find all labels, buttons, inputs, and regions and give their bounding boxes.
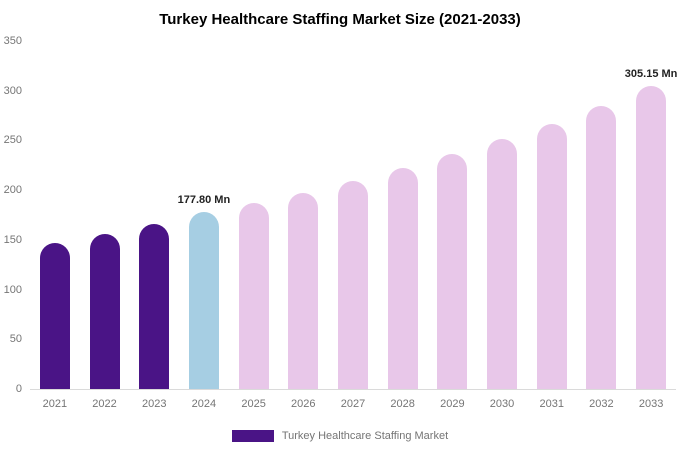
bar-2031[interactable] xyxy=(536,123,567,389)
y-axis-tick-label: 50 xyxy=(9,333,22,346)
bar-2025[interactable] xyxy=(238,203,269,389)
x-axis-label-2030: 2030 xyxy=(489,398,515,410)
bar-slot xyxy=(229,203,279,389)
y-axis-tick-label: 100 xyxy=(3,283,22,296)
bar-slot xyxy=(428,154,478,389)
bar-slot xyxy=(30,242,80,389)
bar-2030[interactable] xyxy=(487,139,518,389)
bar-slot xyxy=(378,168,428,389)
legend-label[interactable]: Turkey Healthcare Staffing Market xyxy=(281,430,449,442)
y-axis-tick-label: 150 xyxy=(3,233,22,246)
x-axis-label-2023: 2023 xyxy=(141,398,167,410)
bar-slot xyxy=(278,193,328,389)
y-axis-tick-label: 300 xyxy=(3,84,22,97)
bar-2022[interactable] xyxy=(89,233,120,389)
x-axis-label-2025: 2025 xyxy=(241,398,266,410)
bar-2033[interactable] xyxy=(636,85,667,389)
bar-2029[interactable] xyxy=(437,154,468,389)
y-axis-tick-label: 0 xyxy=(15,383,22,395)
bar-slot xyxy=(80,233,130,389)
y-axis-tick-label: 350 xyxy=(3,35,22,47)
y-axis-tick-label: 200 xyxy=(3,184,22,197)
bar-value-label: 177.80 Mn xyxy=(177,194,231,207)
bars-row: 177.80 Mn 305.15 Mn xyxy=(30,42,678,389)
x-axis: 2021 2022 2023 2024 2025 2026 2027 2028 2029 2030… xyxy=(30,398,676,410)
x-axis-label-2024: 2024 xyxy=(191,398,217,410)
x-axis-label-2021: 2021 xyxy=(42,398,68,410)
bar-2032[interactable] xyxy=(586,105,617,389)
bar-2023[interactable] xyxy=(139,223,170,389)
y-axis-tick-label: 250 xyxy=(3,134,22,147)
bar-slot xyxy=(129,223,179,389)
bar-2027[interactable] xyxy=(337,181,368,389)
bar-slot xyxy=(527,123,577,389)
x-axis-label-2026: 2026 xyxy=(291,398,316,410)
x-axis-label-2031: 2031 xyxy=(539,398,564,410)
bar-2026[interactable] xyxy=(288,193,319,389)
bar-slot: 305.15 Mn xyxy=(624,67,678,389)
bar-slot xyxy=(328,181,378,389)
bar-2021[interactable] xyxy=(39,242,70,389)
y-axis: 0 50 100 150 200 250 300 350 xyxy=(0,36,26,395)
bar-slot xyxy=(477,139,527,389)
x-axis-label-2032: 2032 xyxy=(589,398,614,410)
legend: Turkey Healthcare Staffing Market xyxy=(0,430,680,442)
legend-swatch[interactable] xyxy=(231,430,274,442)
x-axis-label-2033: 2033 xyxy=(638,398,664,410)
x-axis-label-2028: 2028 xyxy=(390,398,415,410)
chart-title: Turkey Healthcare Staffing Market Size (… xyxy=(159,11,521,28)
x-axis-label-2027: 2027 xyxy=(340,398,366,410)
bar-value-label: 305.15 Mn xyxy=(624,67,678,80)
bar-2028[interactable] xyxy=(387,168,418,389)
bar-slot: 177.80 Mn xyxy=(177,194,231,389)
bar-2024[interactable] xyxy=(188,212,219,389)
x-axis-label-2029: 2029 xyxy=(440,398,465,410)
bar-slot xyxy=(577,105,627,389)
x-axis-label-2022: 2022 xyxy=(92,398,117,410)
plot-area: 177.80 Mn 305.15 Mn xyxy=(30,42,678,390)
